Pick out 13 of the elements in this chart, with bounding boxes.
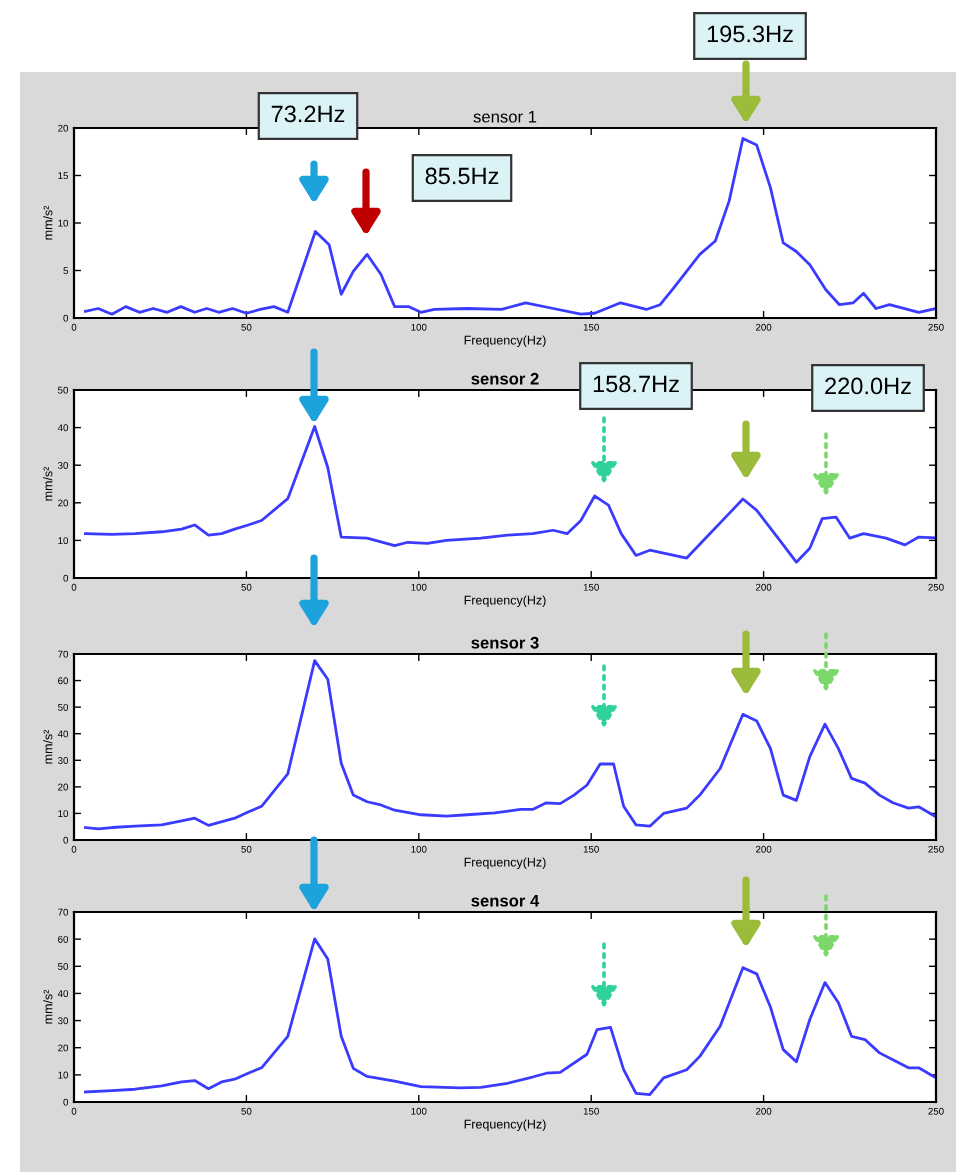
annotation: 220.0Hz xyxy=(825,377,911,395)
annotation: 158.7Hz xyxy=(593,375,679,393)
text: 73.2Hz xyxy=(271,105,345,123)
chart-title: sensor 1 xyxy=(473,110,537,123)
chart-title: sensor 2 xyxy=(471,372,539,385)
line-series xyxy=(83,659,936,831)
annotation: 85.5Hz xyxy=(425,167,499,185)
line-series xyxy=(83,937,936,1097)
chart-title: sensor 3 xyxy=(471,636,539,649)
chart-title: sensor 4 xyxy=(471,894,540,907)
line-series xyxy=(83,137,936,316)
text: 195.3Hz xyxy=(707,25,793,43)
line-series xyxy=(83,425,936,564)
